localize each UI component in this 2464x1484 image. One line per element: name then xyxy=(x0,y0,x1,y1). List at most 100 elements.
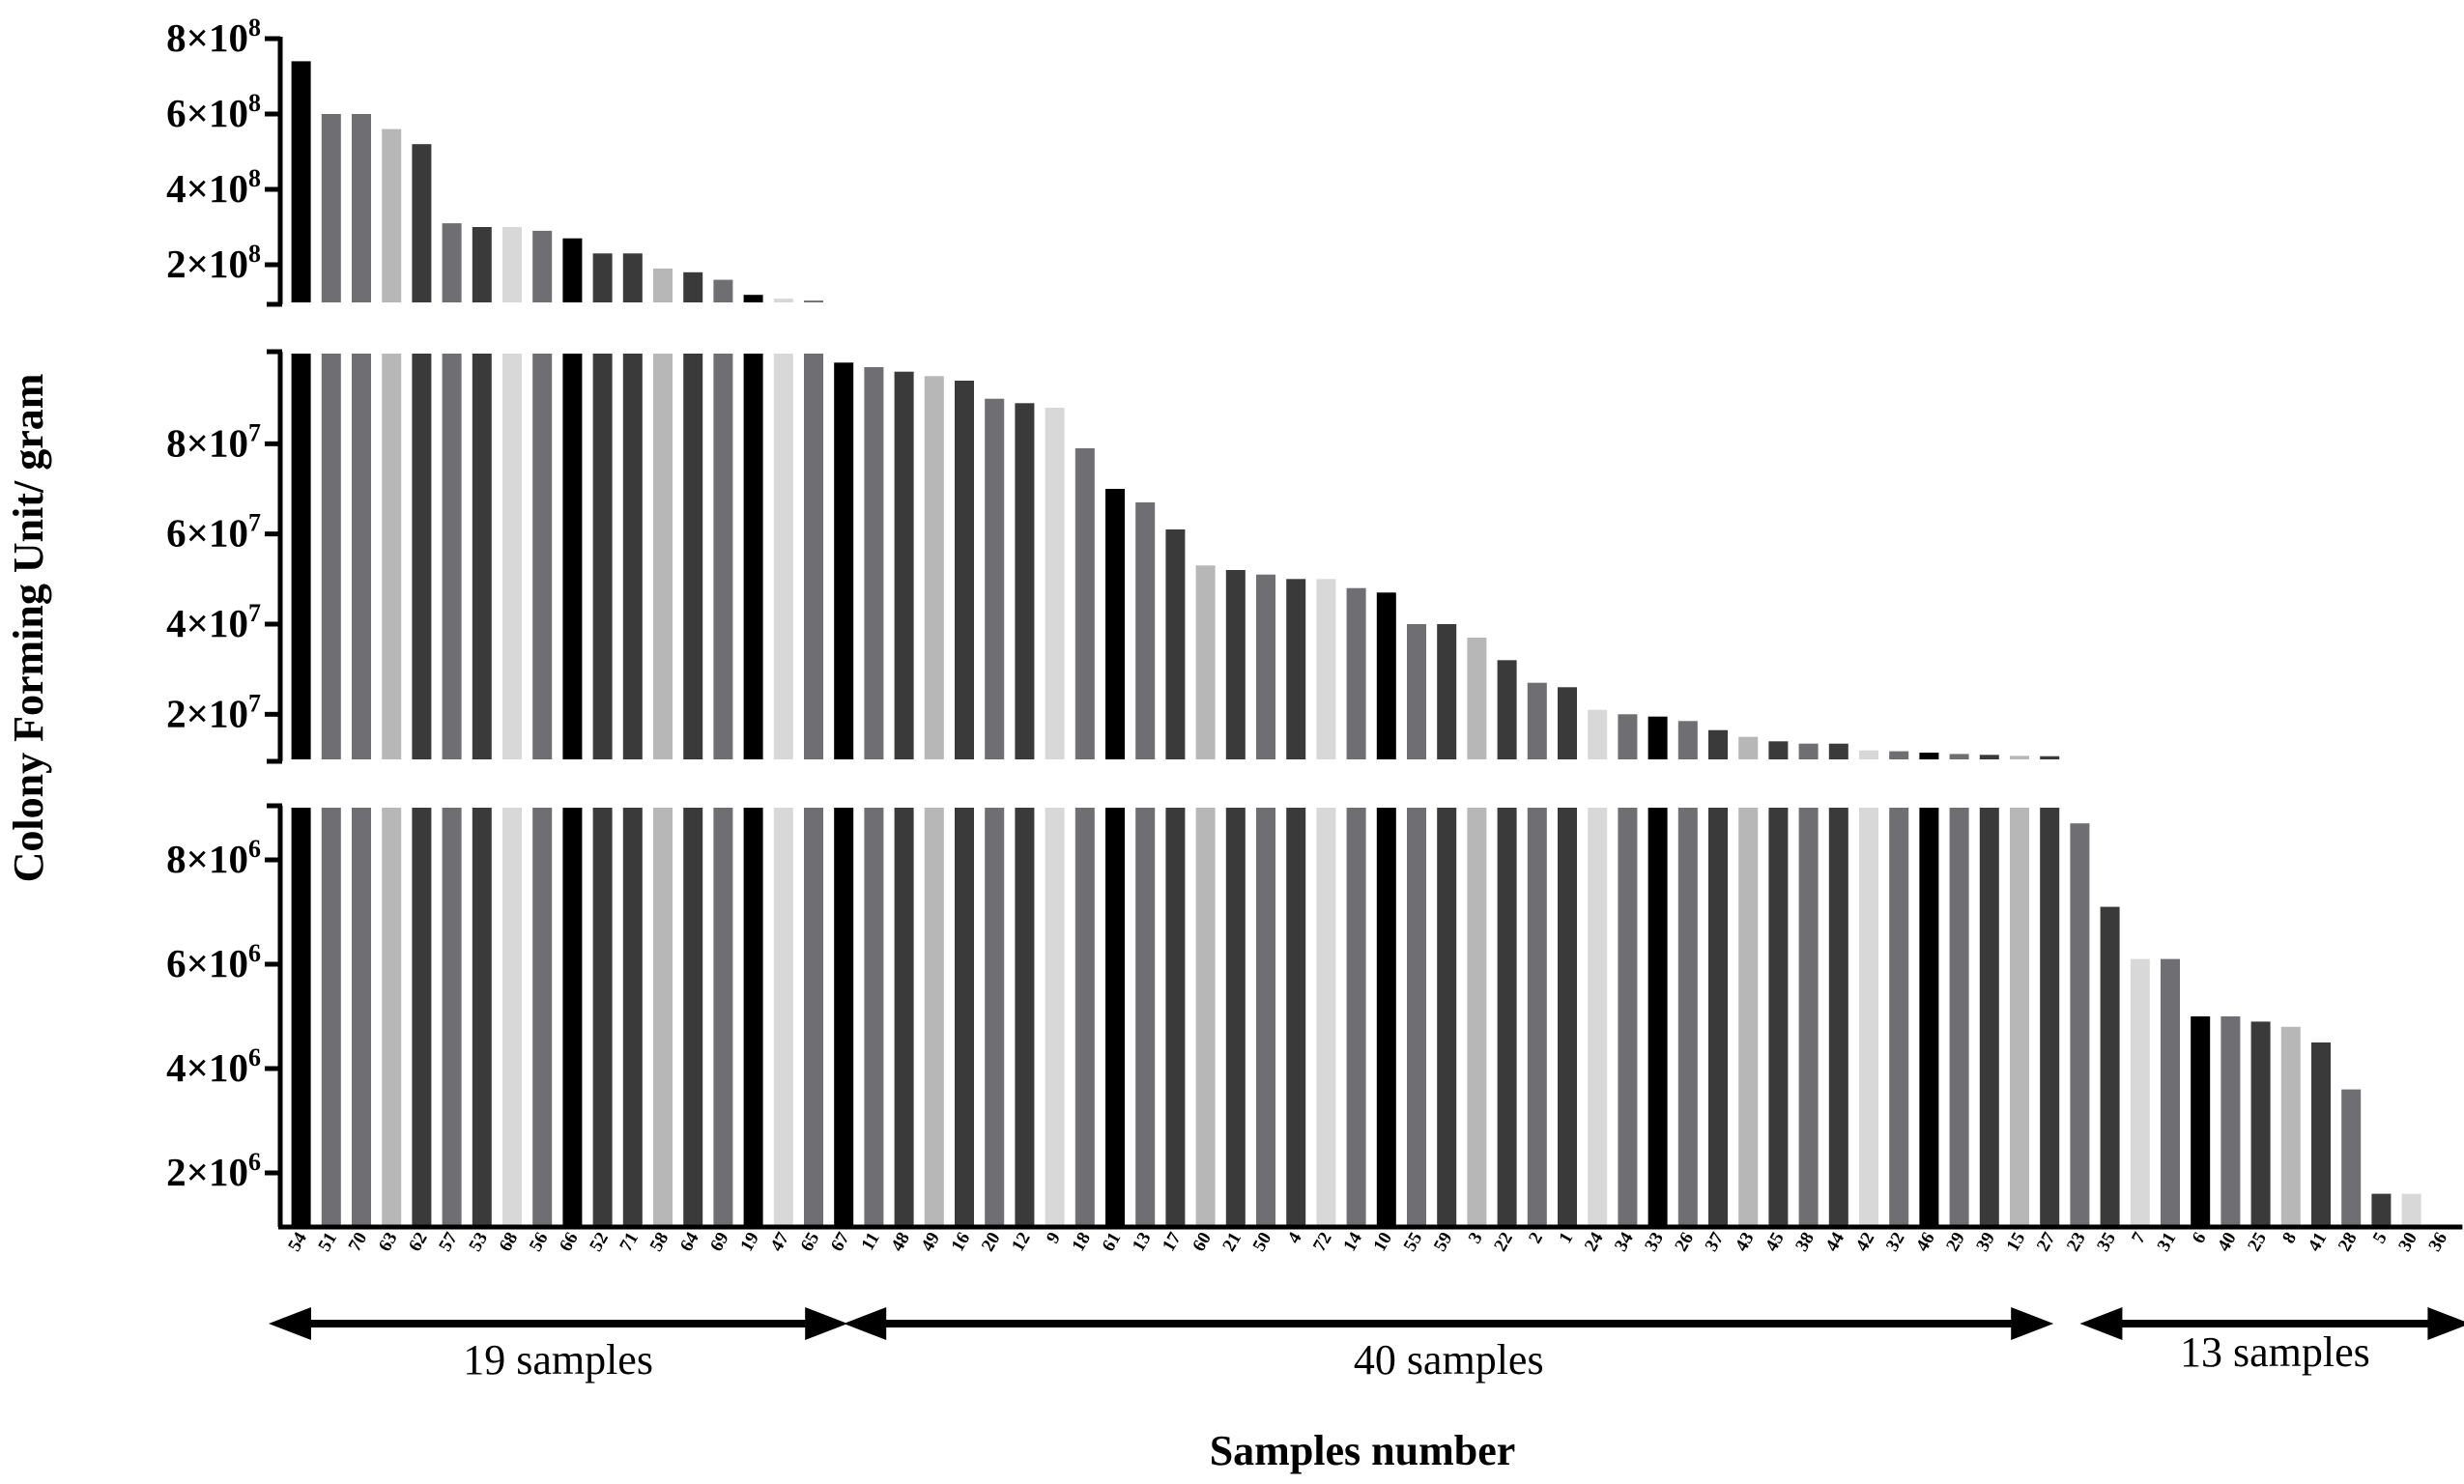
x-tick-label: 5 xyxy=(2369,1229,2392,1247)
bar-7 xyxy=(2130,958,2150,1225)
bar-65 xyxy=(804,300,823,302)
x-tick-label: 7 xyxy=(2128,1229,2150,1247)
bar-15 xyxy=(2010,808,2029,1225)
arrow-head-left xyxy=(2079,1307,2123,1340)
x-tick-label: 6 xyxy=(2189,1229,2211,1247)
bar-18 xyxy=(1074,448,1095,759)
x-tick-label: 34 xyxy=(1611,1229,1638,1255)
x-axis-title: Samples number xyxy=(1210,1427,1516,1474)
bar-17 xyxy=(1165,808,1186,1225)
y-tick-label: 8×108 xyxy=(166,14,261,60)
bar-24 xyxy=(1588,808,1608,1225)
x-tick-label: 51 xyxy=(314,1229,341,1255)
bar-44 xyxy=(1828,808,1848,1225)
bar-49 xyxy=(924,376,944,759)
bar-50 xyxy=(1256,574,1275,759)
bar-30 xyxy=(2401,1193,2421,1225)
bar-69 xyxy=(713,279,733,302)
bar-40 xyxy=(2220,1016,2241,1225)
x-tick-label: 61 xyxy=(1099,1229,1126,1255)
x-tick-label: 72 xyxy=(1309,1229,1336,1255)
x-tick-label: 15 xyxy=(2003,1229,2030,1255)
bar-51 xyxy=(321,354,341,759)
x-tick-label: 26 xyxy=(1671,1229,1698,1255)
bar-70 xyxy=(352,114,371,302)
x-tick-label: 20 xyxy=(978,1229,1005,1255)
bar-58 xyxy=(653,268,673,302)
group-label: 13 samples xyxy=(2180,1328,2370,1376)
bar-70 xyxy=(352,354,371,759)
x-tick-label: 70 xyxy=(345,1229,372,1255)
x-tick-label: 23 xyxy=(2063,1229,2090,1255)
bar-29 xyxy=(1949,754,1969,759)
bar-55 xyxy=(1407,808,1426,1225)
bar-19 xyxy=(743,354,763,759)
bar-39 xyxy=(1979,808,1999,1225)
x-tick-label: 1 xyxy=(1555,1229,1577,1247)
x-tick-label: 39 xyxy=(1972,1229,1999,1255)
bar-24 xyxy=(1588,709,1608,759)
bar-44 xyxy=(1828,743,1848,759)
bar-12 xyxy=(1015,403,1035,759)
bar-54 xyxy=(291,354,311,759)
bar-46 xyxy=(1919,753,1939,759)
bar-63 xyxy=(382,354,402,759)
bar-42 xyxy=(1859,750,1878,759)
bar-38 xyxy=(1798,808,1819,1225)
bar-10 xyxy=(1376,592,1396,759)
bar-69 xyxy=(713,354,733,759)
bar-12 xyxy=(1015,808,1035,1225)
bar-11 xyxy=(864,808,884,1225)
x-tick-label: 36 xyxy=(2424,1229,2451,1255)
bar-34 xyxy=(1618,808,1638,1225)
bar-49 xyxy=(924,808,944,1225)
y-tick-label: 6×107 xyxy=(166,509,261,556)
y-tick-label: 2×106 xyxy=(166,1148,261,1194)
bar-66 xyxy=(562,354,583,759)
y-axis: 2×106 4×106 6×106 8×106 2×107 4×107 6×107 8×107… xyxy=(166,14,2463,1230)
x-tick-label: 14 xyxy=(1339,1229,1366,1255)
x-tick-label: 60 xyxy=(1189,1229,1216,1255)
x-tick-label: 44 xyxy=(1821,1229,1848,1255)
arrow-head-right xyxy=(805,1307,848,1340)
x-tick-label: 41 xyxy=(2305,1229,2332,1255)
bar-64 xyxy=(683,271,703,302)
arrow-head-left xyxy=(844,1307,887,1340)
bar-66 xyxy=(562,238,583,302)
bar-38 xyxy=(1798,743,1819,759)
bar-17 xyxy=(1165,529,1186,759)
bar-19 xyxy=(743,295,763,302)
x-tick-label: 9 xyxy=(1043,1229,1065,1247)
bar-59 xyxy=(1437,624,1457,759)
arrow-head-right xyxy=(2427,1307,2464,1340)
x-tick-label: 30 xyxy=(2394,1229,2421,1255)
bar-45 xyxy=(1768,741,1789,759)
bar-37 xyxy=(1708,729,1728,759)
bar-14 xyxy=(1346,587,1366,759)
bar-71 xyxy=(622,808,643,1225)
bar-10 xyxy=(1376,808,1396,1225)
bar-19 xyxy=(743,808,763,1225)
bar-15 xyxy=(2010,756,2029,759)
bar-60 xyxy=(1195,808,1216,1225)
bar-2 xyxy=(1527,808,1547,1225)
bar-58 xyxy=(653,808,673,1225)
bar-51 xyxy=(321,808,341,1225)
bar-32 xyxy=(1889,751,1909,759)
bar-47 xyxy=(773,299,793,302)
bar-4 xyxy=(1286,579,1306,759)
bar-56 xyxy=(532,808,553,1225)
x-tick-label: 8 xyxy=(2278,1229,2301,1247)
bar-28 xyxy=(2341,1089,2362,1225)
x-tick-label: 13 xyxy=(1129,1229,1156,1255)
x-tick-label: 18 xyxy=(1068,1229,1095,1255)
y-tick-label: 4×108 xyxy=(166,164,261,211)
x-tick-label: 28 xyxy=(2335,1229,2362,1255)
bar-9 xyxy=(1045,408,1065,759)
bar-71 xyxy=(622,253,643,302)
bar-8 xyxy=(2280,1026,2301,1225)
bar-3 xyxy=(1467,638,1487,759)
bar-68 xyxy=(502,808,522,1225)
arrow-head-right xyxy=(2011,1307,2054,1340)
